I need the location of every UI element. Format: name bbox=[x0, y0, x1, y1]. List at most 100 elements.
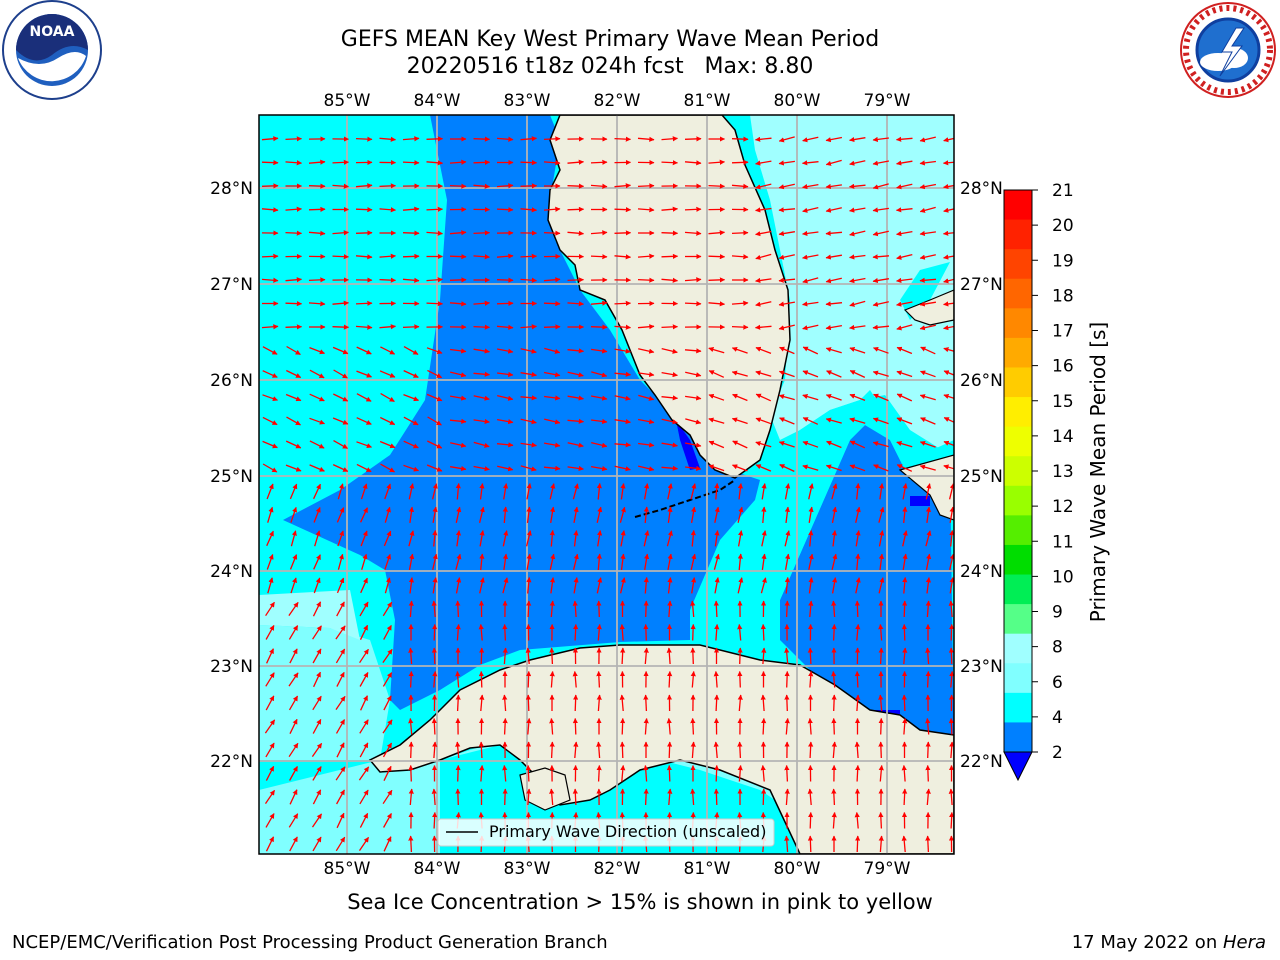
wave-arrow bbox=[312, 718, 322, 734]
colorbar: 21 20 19 18 17 16 15 14 13 12 11 10 9 8 6 4 2 bbox=[1003, 181, 1074, 782]
wave-arrow bbox=[637, 418, 655, 425]
wave-arrow bbox=[402, 206, 420, 212]
wave-arrow bbox=[455, 623, 461, 641]
wave-arrow bbox=[333, 393, 349, 402]
wave-arrow bbox=[408, 835, 414, 853]
wave-arrow bbox=[855, 553, 861, 571]
wave-arrow bbox=[684, 277, 702, 283]
wave-arrow bbox=[473, 395, 490, 401]
wave-arrow bbox=[449, 230, 467, 236]
wave-arrow bbox=[761, 553, 767, 570]
wave-arrow bbox=[432, 623, 438, 641]
wave-arrow bbox=[925, 577, 931, 594]
wave-arrow bbox=[878, 835, 884, 853]
wave-arrow bbox=[949, 811, 954, 829]
wave-arrow bbox=[289, 554, 298, 570]
wave-arrow bbox=[925, 647, 931, 665]
wave-arrow bbox=[808, 670, 814, 688]
wave-arrow bbox=[919, 254, 936, 260]
colorbar-tick-label: 20 bbox=[1052, 216, 1074, 236]
wave-arrow bbox=[332, 159, 350, 165]
wave-arrow bbox=[925, 530, 932, 547]
wave-arrow bbox=[779, 346, 795, 355]
lon-labels-bottom: 85°W 84°W 83°W 82°W 81°W 80°W 79°W bbox=[324, 859, 911, 879]
wave-arrow bbox=[619, 694, 625, 712]
wave-arrow bbox=[309, 417, 325, 425]
wave-arrow bbox=[309, 393, 325, 402]
wave-arrow bbox=[473, 300, 491, 306]
wave-arrow bbox=[290, 577, 298, 594]
wave-arrow bbox=[286, 416, 301, 426]
wave-arrow bbox=[732, 464, 748, 472]
wave-arrow bbox=[473, 183, 491, 189]
wave-arrow bbox=[902, 553, 908, 571]
wave-arrow bbox=[778, 160, 795, 166]
wave-arrow bbox=[737, 506, 744, 523]
wave-arrow bbox=[455, 788, 461, 806]
wave-arrow bbox=[496, 300, 514, 306]
wave-arrow bbox=[948, 483, 954, 500]
wave-arrow bbox=[731, 136, 749, 142]
wave-arrow bbox=[619, 741, 625, 759]
wave-arrow bbox=[714, 530, 720, 547]
wave-arrow bbox=[496, 207, 514, 213]
wave-arrow bbox=[949, 741, 954, 759]
wave-arrow bbox=[761, 530, 767, 547]
wave-arrow bbox=[289, 766, 298, 781]
wave-arrow bbox=[713, 670, 719, 688]
wave-arrow bbox=[825, 183, 842, 190]
wave-arrow bbox=[544, 418, 561, 425]
wave-arrow bbox=[289, 483, 298, 500]
wave-arrow bbox=[290, 506, 298, 523]
wave-arrow bbox=[802, 346, 819, 355]
wave-arrow bbox=[332, 183, 350, 189]
wave-arrow bbox=[427, 369, 443, 379]
wave-arrow bbox=[384, 506, 391, 523]
wave-arrow bbox=[808, 600, 814, 618]
wave-arrow bbox=[567, 442, 584, 448]
wave-arrow bbox=[426, 301, 444, 307]
wave-arrow bbox=[567, 206, 585, 212]
wave-arrow bbox=[358, 836, 370, 851]
wave-arrow bbox=[426, 136, 444, 142]
wave-arrow bbox=[332, 417, 349, 425]
wave-arrow bbox=[831, 717, 837, 735]
footer-branch: NCEP/EMC/Verification Post Processing Pr… bbox=[12, 932, 608, 953]
wave-arrow bbox=[596, 553, 602, 571]
wave-arrow bbox=[567, 465, 584, 472]
wave-arrow bbox=[567, 301, 585, 307]
wave-arrow bbox=[285, 277, 303, 283]
wave-arrow bbox=[731, 300, 749, 306]
wave-arrow bbox=[408, 764, 414, 782]
wave-arrow bbox=[261, 207, 279, 213]
lon-label: 82°W bbox=[594, 859, 641, 879]
wave-arrow bbox=[807, 717, 813, 735]
wave-arrow bbox=[520, 160, 538, 166]
wave-arrow bbox=[690, 529, 696, 547]
wave-arrow bbox=[878, 530, 885, 547]
wave-arrow bbox=[359, 648, 369, 664]
wave-arrow bbox=[666, 647, 672, 665]
wave-arrow bbox=[708, 301, 726, 307]
wave-arrow bbox=[784, 788, 790, 806]
wave-arrow bbox=[596, 530, 603, 547]
wave-arrow bbox=[285, 393, 302, 402]
lat-label: 28°N bbox=[960, 179, 1003, 199]
lon-label: 84°W bbox=[414, 91, 461, 111]
wave-arrow bbox=[872, 301, 889, 307]
lat-label: 23°N bbox=[210, 657, 253, 677]
wave-arrow bbox=[708, 347, 725, 354]
wave-arrow bbox=[872, 160, 890, 166]
wave-arrow bbox=[590, 324, 608, 330]
wave-arrow bbox=[355, 183, 373, 189]
wave-arrow bbox=[831, 577, 838, 594]
wave-arrow bbox=[290, 530, 297, 547]
wave-arrow bbox=[572, 717, 578, 735]
wave-arrow bbox=[755, 464, 772, 472]
wave-arrow bbox=[549, 670, 555, 688]
colorbar-swatch bbox=[1004, 397, 1032, 428]
wave-arrow bbox=[479, 577, 485, 594]
wave-arrow bbox=[779, 417, 795, 425]
wave-arrow bbox=[379, 207, 397, 213]
